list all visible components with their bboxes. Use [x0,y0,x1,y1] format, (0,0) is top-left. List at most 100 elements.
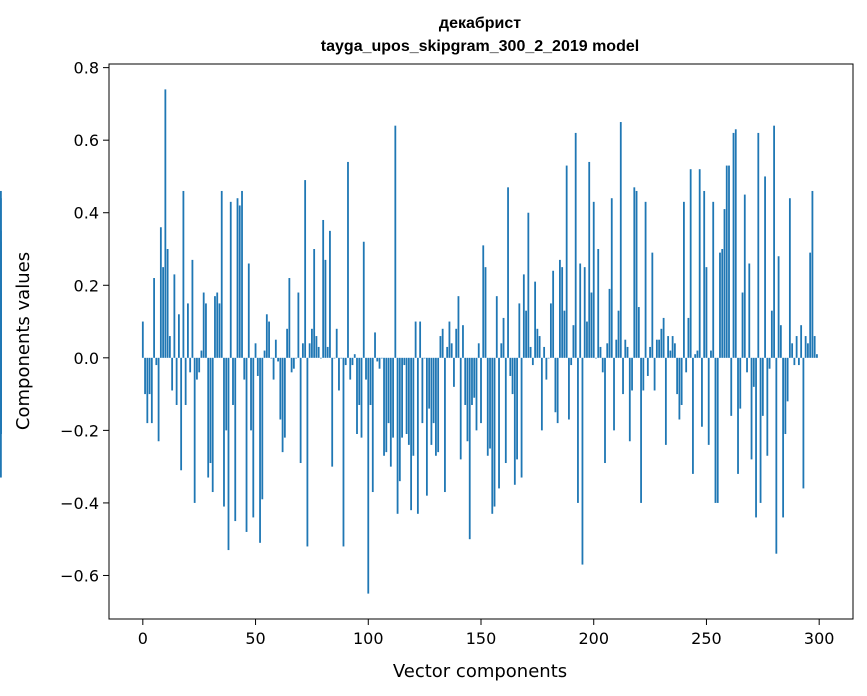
bar-60 [277,357,279,362]
bar-262 [732,132,735,358]
bar-284 [782,357,785,518]
bar-182 [552,270,555,358]
bar-58 [272,357,275,380]
bar-53 [261,357,264,500]
bar-87 [338,357,340,391]
bar-276 [764,176,766,358]
bar-37 [225,357,228,431]
bar-293 [802,357,805,489]
bar-89 [342,357,345,547]
bar-213 [622,357,624,395]
bar-198 [588,161,591,358]
bar-54 [263,350,266,358]
bar-133 [441,328,444,358]
bar-236 [673,343,676,358]
bar-253 [712,201,715,358]
bar-261 [730,357,733,416]
bar-202 [597,249,600,358]
bar-240 [683,201,685,358]
bar-223 [644,201,647,358]
bar-260 [728,165,730,358]
bar-168 [520,357,523,478]
bar-281 [775,357,778,554]
bar-32 [214,296,216,358]
bar-137 [450,343,453,358]
bar-177 [540,357,543,431]
bar-291 [797,357,800,366]
bar-115 [401,357,403,438]
bar-286 [786,357,789,402]
bar-102 [371,357,374,493]
bar-64 [286,328,289,358]
bar-207 [608,288,611,358]
bar-63 [283,357,286,438]
y-axis-ticks: −0.6 −0.4 −0.2 0.0 0.2 0.4 0.6 0.8 [60,59,109,585]
bar-201 [595,357,597,359]
bar-99 [365,357,367,380]
bar-80 [322,219,325,358]
bar-268 [746,357,748,373]
bar-83 [329,230,331,358]
bar-209 [613,357,615,431]
bar-164 [511,357,514,395]
bar-52 [259,357,261,543]
bar-57 [270,357,273,359]
bar-121 [414,321,417,358]
bar-242 [687,317,690,358]
bar-109 [387,357,390,424]
bar-41 [234,357,237,522]
bar-144 [466,357,469,442]
bar-190 [570,357,573,366]
bar-122 [416,357,419,514]
bar-246 [696,350,699,358]
bar-39 [229,201,232,358]
bar-127 [428,357,431,409]
bar-212 [619,122,622,358]
bar-49 [252,357,255,518]
bar-283 [779,325,782,358]
bar-117 [405,357,408,434]
y-tick-label: 0.4 [74,204,99,223]
bar-5 [153,278,155,358]
bar-77 [315,336,318,358]
bar-248 [701,357,703,427]
bar-27 [202,292,205,358]
x-axis-label: Vector components [393,661,567,682]
bar-94 [353,354,356,358]
bar-62 [281,357,284,453]
bar-167 [518,303,521,358]
x-tick-label: 150 [466,629,497,648]
bar-100 [367,357,370,594]
bar-289 [793,357,796,366]
bar-97 [360,357,363,438]
bar-160 [502,317,505,358]
bar-259 [725,165,728,358]
y-tick-label: 0.6 [74,131,99,150]
bar-86 [335,328,338,358]
bar-151 [482,245,485,358]
bar-40 [232,357,234,405]
bar-269 [748,263,751,358]
bar-14 [173,274,176,358]
bar-221 [640,357,642,503]
bar-59 [274,339,277,358]
bar-44 [241,190,243,358]
bar-272 [755,357,757,518]
bar-157 [495,296,498,358]
bar-38 [227,357,230,551]
bar-125 [423,357,426,359]
bar-235 [671,336,674,358]
bar-51 [256,357,259,376]
bar-188 [565,165,568,358]
bar-4 [150,357,153,424]
y-tick-label: 0.2 [74,276,99,295]
bar-8 [159,227,162,358]
bar-128 [430,357,433,445]
bar-225 [649,346,651,358]
bar-146 [471,357,473,405]
bar-163 [509,357,512,376]
bar-245 [694,354,697,358]
bar-42 [236,198,239,358]
bar-226 [651,252,654,358]
bar-22 [191,259,194,358]
